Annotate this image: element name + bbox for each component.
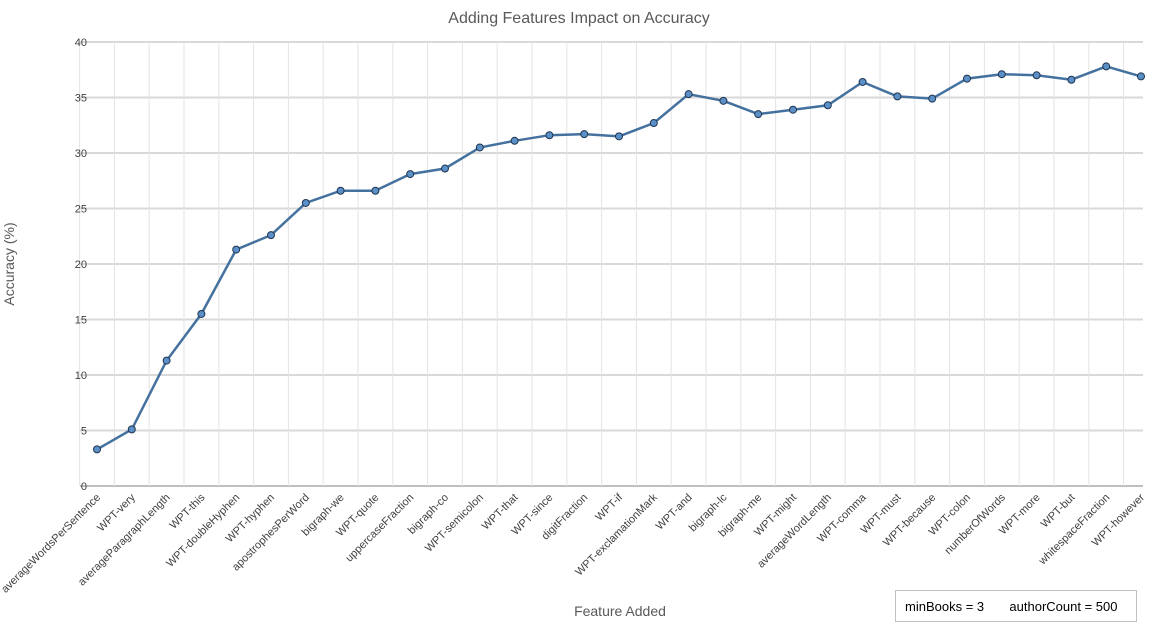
data-point: [684, 90, 693, 99]
data-point: [232, 245, 241, 254]
data-point: [371, 186, 380, 195]
y-tick-label: 0: [81, 481, 87, 493]
data-point: [928, 94, 937, 103]
data-point: [649, 119, 658, 128]
y-tick-label: 30: [75, 148, 87, 160]
y-tick-label: 40: [75, 37, 87, 49]
data-point: [475, 143, 484, 152]
y-tick-label: 15: [75, 315, 87, 327]
parameters-note-box: minBooks = 3 authorCount = 500: [895, 590, 1137, 622]
y-tick-label: 25: [75, 204, 87, 216]
y-tick-label: 35: [75, 93, 87, 105]
y-tick-label: 10: [75, 370, 87, 382]
data-point: [893, 92, 902, 101]
x-tick-label: WPT-if: [593, 491, 625, 523]
y-axis-title: Accuracy (%): [1, 222, 17, 305]
x-axis-ticks: averageWordsPerSentenceWPT-veryaveragePa…: [0, 491, 1147, 596]
chart-title: Adding Features Impact on Accuracy: [448, 10, 709, 27]
data-point: [93, 445, 101, 454]
x-axis-title: Feature Added: [574, 603, 666, 619]
y-tick-label: 5: [81, 426, 87, 438]
data-point: [1137, 72, 1145, 81]
y-tick-label: 20: [75, 259, 87, 271]
data-point: [1067, 75, 1076, 84]
data-point: [615, 132, 623, 141]
data-point: [789, 105, 797, 114]
data-point: [1032, 71, 1041, 80]
data-point: [997, 70, 1006, 79]
data-point: [963, 74, 971, 83]
data-point: [162, 356, 171, 365]
data-point: [301, 198, 310, 207]
x-tick-label: numberOfWords: [943, 491, 1009, 557]
data-point: [580, 130, 589, 139]
data-point: [858, 77, 867, 86]
data-point: [545, 131, 554, 140]
data-point: [754, 110, 763, 119]
data-point: [1102, 62, 1111, 71]
min-books-label: minBooks = 3: [905, 598, 985, 614]
data-point: [336, 186, 345, 195]
y-axis-ticks: 0 5 10 15 20 25 30 35 40: [75, 37, 87, 493]
data-point: [510, 136, 519, 145]
author-count-label: authorCount = 500: [1009, 598, 1118, 614]
data-point: [127, 425, 136, 434]
data-point: [823, 101, 832, 110]
data-point: [406, 170, 415, 179]
gridlines: [79, 41, 1143, 487]
data-point: [441, 164, 449, 173]
data-point: [267, 231, 275, 240]
data-point: [197, 309, 206, 318]
data-point: [719, 96, 728, 105]
accuracy-markers: [93, 62, 1145, 454]
